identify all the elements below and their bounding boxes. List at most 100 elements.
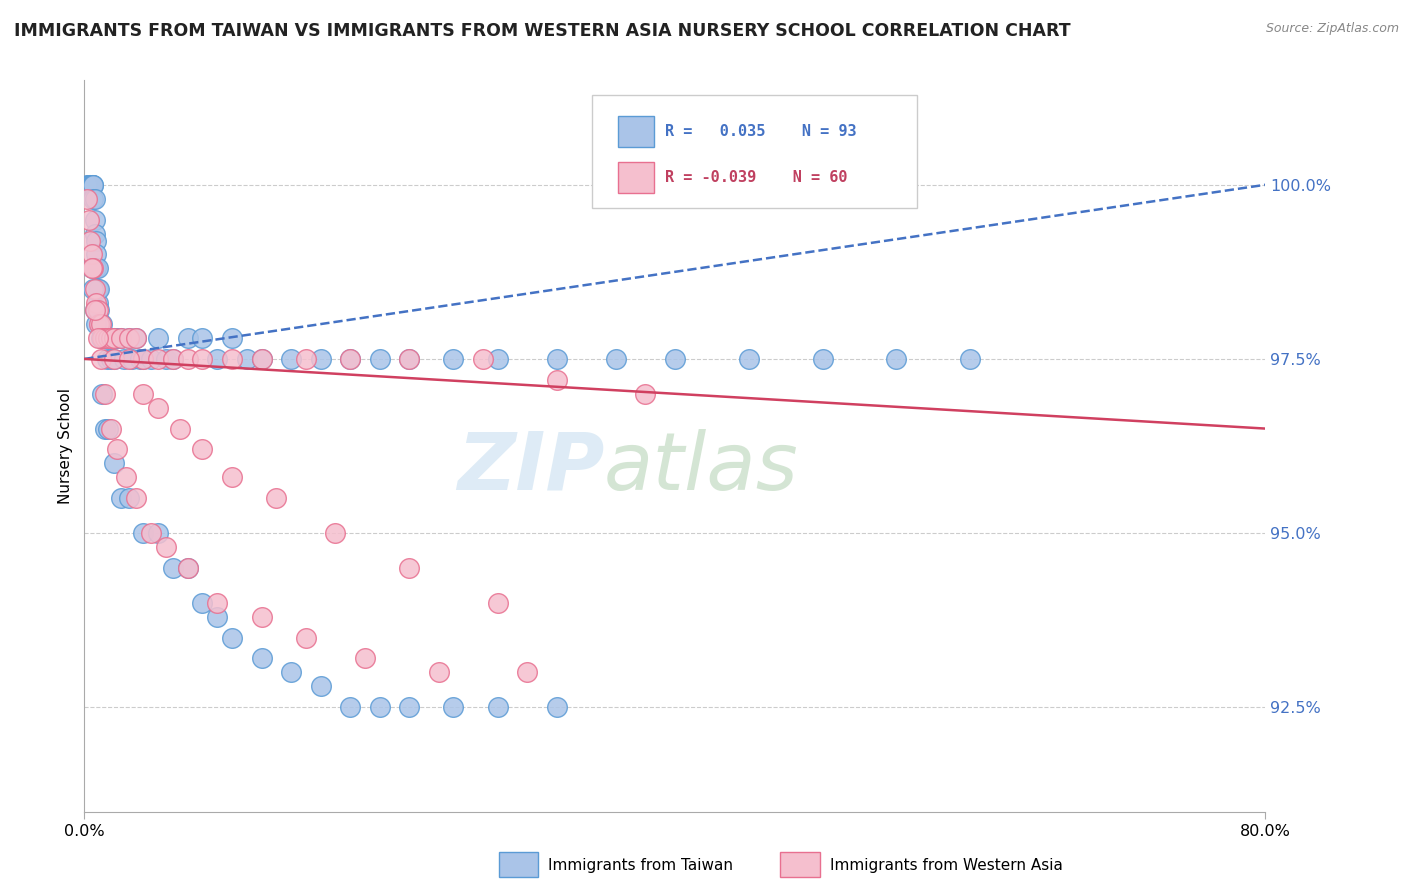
Point [97,331,120,345]
Point [84,296,107,310]
Point [125,331,148,345]
Point [110,491,132,506]
Point [91,331,114,345]
Point [82,261,104,276]
Point [82,178,104,192]
Point [132,386,155,401]
Point [129,351,152,366]
Point [77,178,100,192]
Point [80,261,103,276]
Point [339,351,361,366]
Point [98,331,121,345]
Point [309,679,332,693]
Point [86,296,108,310]
Point [309,351,332,366]
Point [93,331,115,345]
Point [664,351,686,366]
Point [207,596,229,610]
Point [207,609,229,624]
Point [811,351,834,366]
Point [80,247,103,261]
Point [148,331,170,345]
Point [96,351,118,366]
Text: ZIP: ZIP [457,429,605,507]
Point [339,351,361,366]
Point [266,491,288,506]
Point [959,351,981,366]
Point [207,351,229,366]
Point [339,700,361,714]
Point [162,351,184,366]
Point [155,351,177,366]
Point [121,351,143,366]
Point [83,282,105,296]
Point [103,351,125,366]
Point [486,596,509,610]
Point [97,421,120,435]
Point [221,631,243,645]
Point [90,331,112,345]
Point [84,261,107,276]
Point [114,470,136,484]
Point [191,442,214,457]
Point [132,351,155,366]
Point [77,178,100,192]
Point [221,331,243,345]
Point [125,331,148,345]
Point [80,178,103,192]
Text: Source: ZipAtlas.com: Source: ZipAtlas.com [1265,22,1399,36]
Point [103,457,125,471]
Point [162,561,184,575]
Point [398,351,420,366]
Point [79,234,101,248]
Point [86,303,108,318]
Point [86,331,108,345]
Text: R = -0.039    N = 60: R = -0.039 N = 60 [665,170,848,186]
Point [110,331,132,345]
Point [83,212,105,227]
Point [84,234,107,248]
Point [132,351,155,366]
Point [112,351,135,366]
Point [191,596,214,610]
Point [100,331,122,345]
Point [80,178,103,192]
Point [472,351,495,366]
Point [84,317,107,331]
Point [132,526,155,541]
Point [118,331,141,345]
Point [76,192,98,206]
Point [118,491,141,506]
Point [443,351,465,366]
Point [87,317,111,331]
Point [177,331,200,345]
Point [83,227,105,241]
Point [80,261,103,276]
Point [325,526,347,541]
Point [177,561,200,575]
Point [118,351,141,366]
Point [162,351,184,366]
Point [83,303,105,318]
FancyBboxPatch shape [592,95,917,209]
Point [91,331,114,345]
Point [91,317,114,331]
Point [368,351,391,366]
Point [634,386,657,401]
Point [221,351,243,366]
Point [605,351,627,366]
FancyBboxPatch shape [619,162,654,193]
Point [94,386,117,401]
Point [110,331,132,345]
Point [738,351,761,366]
Point [87,317,111,331]
Point [546,373,568,387]
Text: atlas: atlas [605,429,799,507]
Point [125,491,148,506]
Text: IMMIGRANTS FROM TAIWAN VS IMMIGRANTS FROM WESTERN ASIA NURSERY SCHOOL CORRELATIO: IMMIGRANTS FROM TAIWAN VS IMMIGRANTS FRO… [14,22,1071,40]
Point [443,700,465,714]
Point [427,665,450,680]
Point [486,700,509,714]
Point [103,331,125,345]
FancyBboxPatch shape [619,116,654,146]
